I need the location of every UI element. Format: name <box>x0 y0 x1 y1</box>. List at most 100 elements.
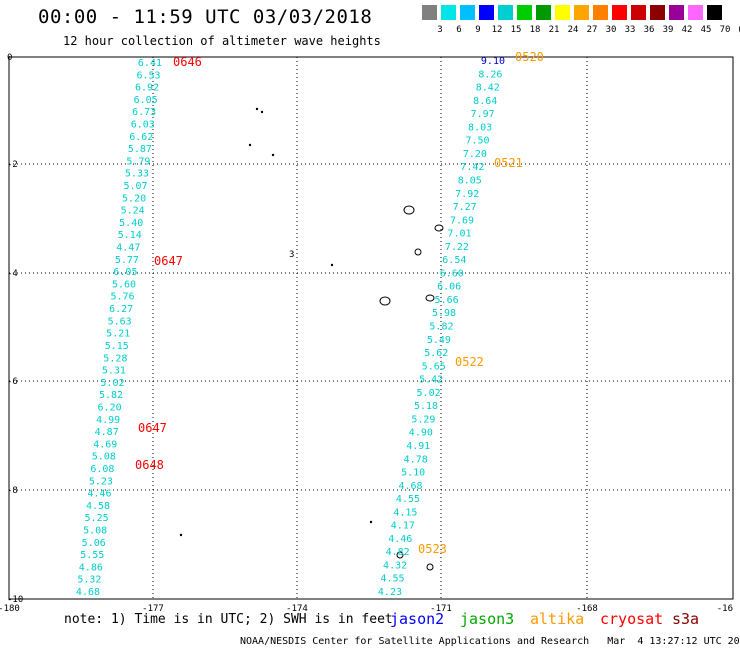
pass-time-label: 0647 <box>154 254 183 268</box>
scale-swatch <box>422 5 437 20</box>
swh-value: 5.32 <box>77 575 101 586</box>
scale-label: 27 <box>586 25 598 35</box>
legend-s3a: s3a <box>672 610 700 628</box>
scale-label: 6 <box>456 25 462 35</box>
swh-value: 5.25 <box>85 513 109 524</box>
scale-swatch <box>498 5 513 20</box>
swh-value: 5.60 <box>112 279 136 290</box>
swh-value: 6.03 <box>131 120 155 131</box>
scale-swatch <box>669 5 684 20</box>
swh-value: 5.02 <box>417 388 441 399</box>
swh-value: 4.32 <box>383 560 407 571</box>
footer-credit: NOAA/NESDIS Center for Satellite Applica… <box>240 636 740 647</box>
lat-tick-label: 0 <box>7 53 12 63</box>
scale-swatch <box>536 5 551 20</box>
scale-label: 9 <box>475 25 481 35</box>
swh-value: 7.01 <box>447 229 471 240</box>
swh-value: 5.07 <box>123 181 147 192</box>
swh-value: 5.82 <box>429 322 453 333</box>
swh-value: 4.46 <box>87 489 111 500</box>
legend-cryosat: cryosat <box>600 610 664 628</box>
swh-value: 4.99 <box>96 415 120 426</box>
swh-value: 4.87 <box>95 427 119 438</box>
page-subtitle: 12 hour collection of altimeter wave hei… <box>63 34 381 48</box>
swh-value: 5.08 <box>92 452 116 463</box>
swh-value: 5.23 <box>89 476 113 487</box>
legend-jason2: jason2 <box>390 610 445 628</box>
lon-tick-label: -16 <box>717 604 733 614</box>
swh-value: 4.47 <box>116 243 140 254</box>
swh-value: 6.27 <box>109 304 133 315</box>
scale-swatch <box>479 5 494 20</box>
lon-tick-label: -174 <box>286 604 308 614</box>
pass-time-label: 0520 <box>515 50 544 64</box>
swh-value: 5.14 <box>118 230 142 241</box>
swh-value: 5.02 <box>100 378 124 389</box>
scale-label: 30 <box>605 25 617 35</box>
swh-value: 6.08 <box>90 464 114 475</box>
swh-value: 6.05 <box>134 95 158 106</box>
swh-value: 5.10 <box>401 468 425 479</box>
swh-value: 5.08 <box>83 525 107 536</box>
scale-label: 42 <box>681 25 693 35</box>
swh-value: 4.23 <box>378 587 402 598</box>
swh-value: 5.33 <box>125 169 149 180</box>
swh-value: 5.63 <box>108 316 132 327</box>
swh-value: 5.66 <box>435 295 459 306</box>
island-dot <box>179 533 183 537</box>
scale-label: 45 <box>700 25 712 35</box>
swh-value: 4.17 <box>391 521 415 532</box>
swh-value: 5.87 <box>128 144 152 155</box>
swh-value: 4.15 <box>393 507 417 518</box>
swh-value: 8.64 <box>473 96 497 107</box>
island-outline <box>425 294 435 302</box>
scale-label: 39 <box>662 25 674 35</box>
island-outline <box>426 563 434 571</box>
swh-value: 9.10 <box>481 56 505 67</box>
swh-value: 5.15 <box>105 341 129 352</box>
scale-swatch <box>707 5 722 20</box>
swh-value: 5.20 <box>122 193 146 204</box>
swh-value: 4.91 <box>406 441 430 452</box>
altimeter-tracks: 6.416.536.926.056.736.036.625.875.795.33… <box>76 56 505 598</box>
swh-value: 4.55 <box>396 494 420 505</box>
scale-swatch <box>555 5 570 20</box>
scale-label: 33 <box>624 25 636 35</box>
scale-swatch <box>441 5 456 20</box>
swh-value: 8.03 <box>468 122 492 133</box>
swh-value: 5.77 <box>115 255 139 266</box>
swh-value: 6.05 <box>113 267 137 278</box>
swh-value: 8.05 <box>458 175 482 186</box>
pass-time-label: 0646 <box>173 55 202 69</box>
scale-label: 21 <box>548 25 560 35</box>
island-dot <box>330 263 334 267</box>
lon-tick-label: -180 <box>0 604 20 614</box>
swh-value: 7.69 <box>450 215 474 226</box>
legend-jason3: jason3 <box>460 610 515 628</box>
lat-tick-label: -10 <box>7 595 23 605</box>
swh-value: 5.06 <box>82 538 106 549</box>
axis-tick-labels: -180 -177 -174 -171 -168 -16 0 -2 -4 -6 -8 -10 <box>0 53 733 614</box>
swh-value: 6.53 <box>136 70 160 81</box>
swh-value: 5.65 <box>422 361 446 372</box>
swh-value: 5.42 <box>419 375 443 386</box>
pass-time-labels: 0646 0647 0647 0648 0520 0521 0522 0523 <box>135 50 544 556</box>
lat-tick-label: -4 <box>7 269 18 279</box>
scale-swatch <box>574 5 589 20</box>
pass-time-label: 0523 <box>418 542 447 556</box>
scale-label: 3 <box>437 25 443 35</box>
lat-tick-label: -2 <box>7 160 18 170</box>
lat-tick-label: -6 <box>7 377 18 387</box>
island-dot <box>271 153 275 157</box>
swh-value: 6.06 <box>437 282 461 293</box>
scale-label: 36 <box>643 25 655 35</box>
swh-value: 4.58 <box>86 501 110 512</box>
swh-value: 4.86 <box>79 562 103 573</box>
island-outline <box>403 205 415 215</box>
swh-value: 4.82 <box>386 547 410 558</box>
pass-time-label: 0648 <box>135 458 164 472</box>
lon-tick-label: -177 <box>142 604 164 614</box>
scale-label: (ft) <box>736 25 740 35</box>
swh-value: 4.68 <box>399 481 423 492</box>
swh-value: 5.98 <box>432 308 456 319</box>
